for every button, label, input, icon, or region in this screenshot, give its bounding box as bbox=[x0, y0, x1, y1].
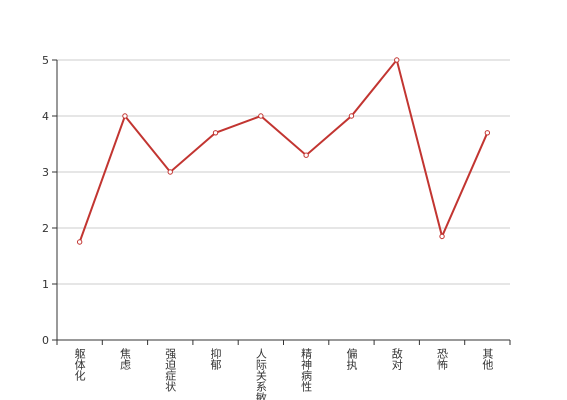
x-tick-label: 躯体化 bbox=[73, 348, 86, 382]
data-point bbox=[484, 130, 491, 136]
y-tick-label: 1 bbox=[42, 278, 49, 291]
y-tick-label: 2 bbox=[42, 222, 49, 235]
data-point bbox=[348, 113, 355, 119]
x-tick-label: 恐怖 bbox=[436, 348, 449, 370]
x-tick-label: 偏执 bbox=[345, 347, 358, 371]
y-tick-label: 0 bbox=[42, 334, 49, 347]
data-line bbox=[78, 57, 489, 243]
x-tick-label: 焦虑 bbox=[118, 348, 131, 370]
data-point bbox=[303, 152, 309, 158]
data-point bbox=[258, 113, 264, 119]
y-tick-label: 5 bbox=[42, 54, 49, 67]
data-point bbox=[122, 113, 128, 119]
data-point bbox=[76, 239, 83, 245]
x-tick-label: 其他 bbox=[481, 348, 494, 370]
x-tick-label: 精神病性 bbox=[300, 348, 313, 393]
data-point bbox=[439, 233, 445, 240]
y-tick-label: 4 bbox=[42, 110, 49, 123]
x-tick-label: 人际关系敏感 bbox=[254, 348, 267, 400]
x-tick-label: 强迫症状 bbox=[164, 348, 177, 392]
y-tick-label: 3 bbox=[42, 166, 49, 179]
x-tick-label: 抑郁 bbox=[209, 347, 222, 370]
data-point bbox=[167, 169, 173, 175]
data-point bbox=[394, 57, 400, 63]
data-point bbox=[212, 130, 219, 136]
x-tick-label: 敌对 bbox=[390, 347, 403, 370]
